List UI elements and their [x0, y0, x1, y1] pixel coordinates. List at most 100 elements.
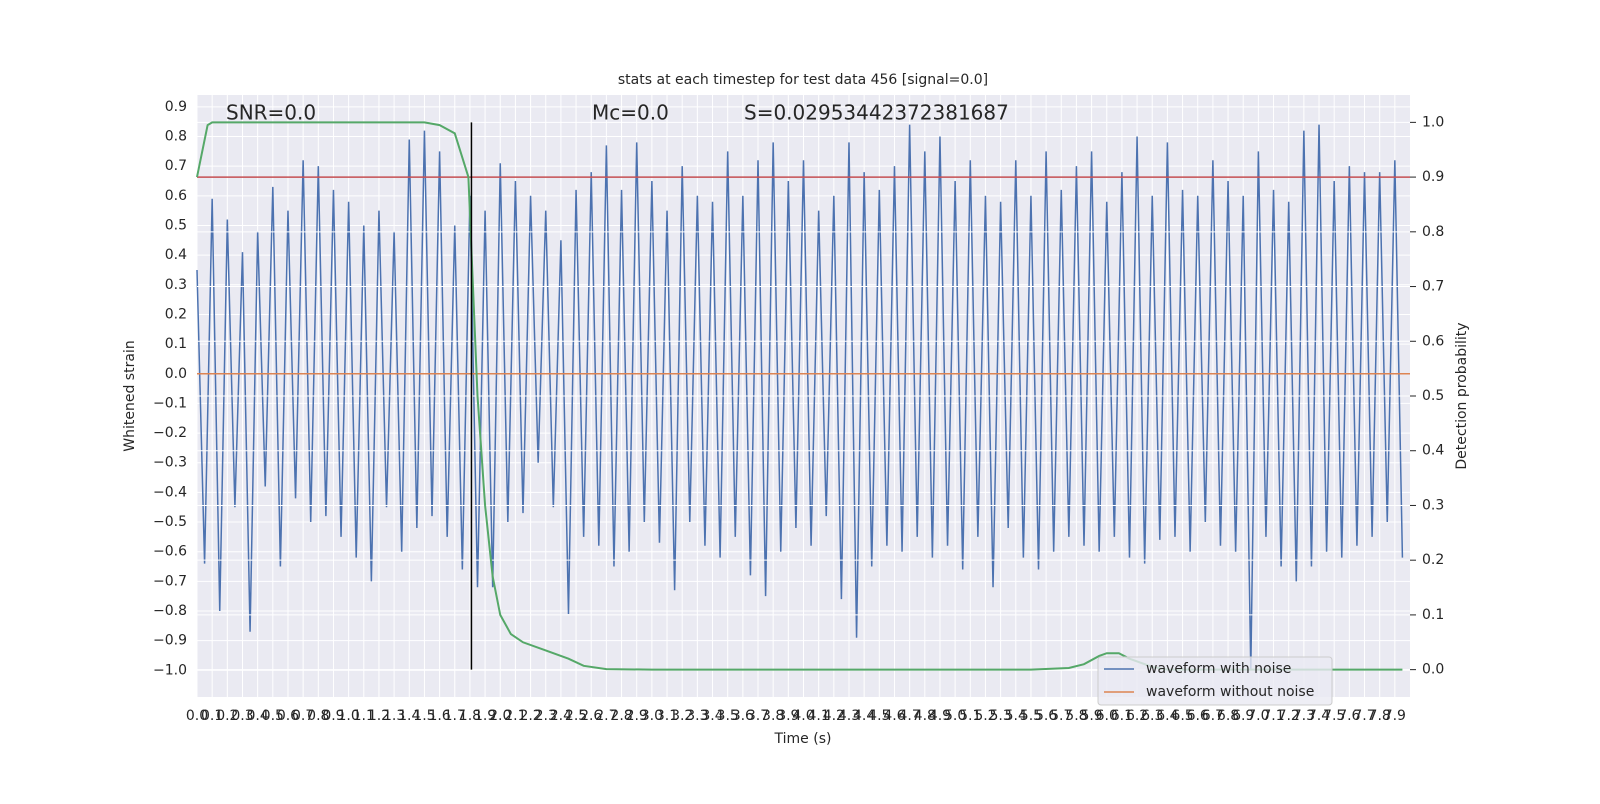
- x-tick-label: 5.4: [1005, 708, 1027, 724]
- x-tick-label: 4.0: [792, 708, 814, 724]
- x-tick-label: 5.1: [959, 708, 981, 724]
- x-tick-label: 3.2: [671, 708, 693, 724]
- x-tick-label: 7.5: [1323, 708, 1345, 724]
- y2-tick-label: 0.7: [1422, 279, 1444, 295]
- x-tick-label: 2.0: [489, 708, 511, 724]
- x-tick-label: 0.7: [292, 708, 314, 724]
- y2-tick-label: 0.0: [1422, 662, 1444, 678]
- x-tick-label: 3.1: [656, 708, 678, 724]
- chart-title: stats at each timestep for test data 456…: [618, 72, 988, 88]
- y-tick-label: −0.2: [153, 425, 187, 441]
- x-tick-label: 1.8: [459, 708, 481, 724]
- y-tick-label: 0.7: [165, 158, 187, 174]
- x-tick-label: 6.7: [1202, 708, 1224, 724]
- x-tick-label: 2.2: [519, 708, 541, 724]
- annotation: SNR=0.0: [226, 101, 316, 125]
- line-series: [196, 124, 1404, 671]
- x-tick-label: 4.4: [853, 708, 875, 724]
- x-tick-label: 6.1: [1111, 708, 1133, 724]
- legend-box: [1097, 656, 1333, 706]
- x-tick-label: 6.8: [1217, 708, 1239, 724]
- x-tick-label: 3.9: [777, 708, 799, 724]
- x-tick-label: 1.5: [413, 708, 435, 724]
- x-tick-label: 3.3: [686, 708, 708, 724]
- x-axis-label: Time (s): [774, 731, 832, 747]
- y2-axis-label: Detection probability: [1454, 322, 1470, 469]
- x-tick-label: 1.4: [398, 708, 420, 724]
- y2-tick-label: 1.0: [1422, 114, 1444, 130]
- x-tick-label: 2.1: [504, 708, 526, 724]
- x-tick-label: 1.0: [337, 708, 359, 724]
- x-tick-label: 5.0: [944, 708, 966, 724]
- x-tick-label: 3.0: [641, 708, 663, 724]
- x-tick-label: 0.4: [247, 708, 269, 724]
- x-tick-label: 1.1: [353, 708, 375, 724]
- y2-tick-label: 0.3: [1422, 497, 1444, 513]
- x-tick-label: 4.8: [914, 708, 936, 724]
- x-tick-label: 7.8: [1369, 708, 1391, 724]
- x-tick-label: 1.6: [428, 708, 450, 724]
- line-series: [196, 121, 1403, 671]
- x-tick-label: 3.7: [747, 708, 769, 724]
- x-tick-label: 0.2: [216, 708, 238, 724]
- x-tick-label: 7.3: [1293, 708, 1315, 724]
- x-tick-label: 1.2: [368, 708, 390, 724]
- x-tick-label: 3.5: [717, 708, 739, 724]
- x-tick-label: 0.0: [186, 708, 208, 724]
- annotation: S=0.02953442372381687: [744, 101, 1009, 125]
- x-tick-label: 6.2: [1126, 708, 1148, 724]
- y-tick-label: 0.5: [165, 217, 187, 233]
- y2-tick-label: 0.6: [1422, 333, 1444, 349]
- x-tick-label: 6.6: [1187, 708, 1209, 724]
- y2-tick-label: 0.4: [1422, 443, 1444, 459]
- x-tick-label: 6.9: [1232, 708, 1254, 724]
- x-tick-label: 0.1: [201, 708, 223, 724]
- x-tick-label: 3.8: [762, 708, 784, 724]
- x-tick-label: 2.5: [565, 708, 587, 724]
- x-tick-label: 7.4: [1308, 708, 1330, 724]
- x-tick-label: 0.5: [262, 708, 284, 724]
- x-tick-label: 7.9: [1384, 708, 1406, 724]
- y-tick-label: 0.8: [165, 129, 187, 145]
- y2-tick-label: 0.1: [1422, 607, 1444, 623]
- x-tick-label: 0.9: [322, 708, 344, 724]
- y-tick-label: −0.6: [153, 544, 187, 560]
- x-tick-label: 0.8: [307, 708, 329, 724]
- x-tick-label: 6.0: [1096, 708, 1118, 724]
- x-tick-label: 7.0: [1247, 708, 1269, 724]
- y-tick-label: −0.8: [153, 603, 187, 619]
- y2-tick-label: 0.8: [1422, 224, 1444, 240]
- x-tick-label: 5.8: [1065, 708, 1087, 724]
- x-tick-label: 1.7: [444, 708, 466, 724]
- y-tick-label: −1.0: [153, 662, 187, 678]
- x-tick-label: 4.7: [899, 708, 921, 724]
- y-tick-label: 0.1: [165, 336, 187, 352]
- y-tick-label: −0.4: [153, 484, 187, 500]
- y-tick-label: −0.1: [153, 395, 187, 411]
- y2-tick-label: 0.9: [1422, 169, 1444, 185]
- y-tick-label: −0.3: [153, 455, 187, 471]
- y-tick-label: 0.6: [165, 188, 187, 204]
- x-tick-label: 0.6: [277, 708, 299, 724]
- y-tick-label: 0.9: [165, 99, 187, 115]
- legend-label: waveform with noise: [1146, 661, 1291, 677]
- x-tick-label: 5.5: [1020, 708, 1042, 724]
- x-tick-label: 7.6: [1338, 708, 1360, 724]
- x-tick-label: 5.7: [1050, 708, 1072, 724]
- y2-tick-label: 0.2: [1422, 552, 1444, 568]
- x-tick-label: 5.2: [974, 708, 996, 724]
- x-tick-label: 5.6: [1035, 708, 1057, 724]
- x-tick-label: 4.1: [808, 708, 830, 724]
- x-tick-label: 7.2: [1278, 708, 1300, 724]
- x-tick-label: 0.3: [231, 708, 253, 724]
- y2-tick-label: 0.5: [1422, 388, 1444, 404]
- annotation: Mc=0.0: [592, 101, 669, 125]
- x-tick-label: 7.1: [1262, 708, 1284, 724]
- y-tick-label: 0.3: [165, 277, 187, 293]
- legend-label: waveform without noise: [1146, 684, 1314, 700]
- x-tick-label: 3.4: [701, 708, 723, 724]
- x-tick-label: 6.4: [1156, 708, 1178, 724]
- x-tick-label: 2.4: [550, 708, 572, 724]
- y-tick-label: 0.4: [165, 247, 187, 263]
